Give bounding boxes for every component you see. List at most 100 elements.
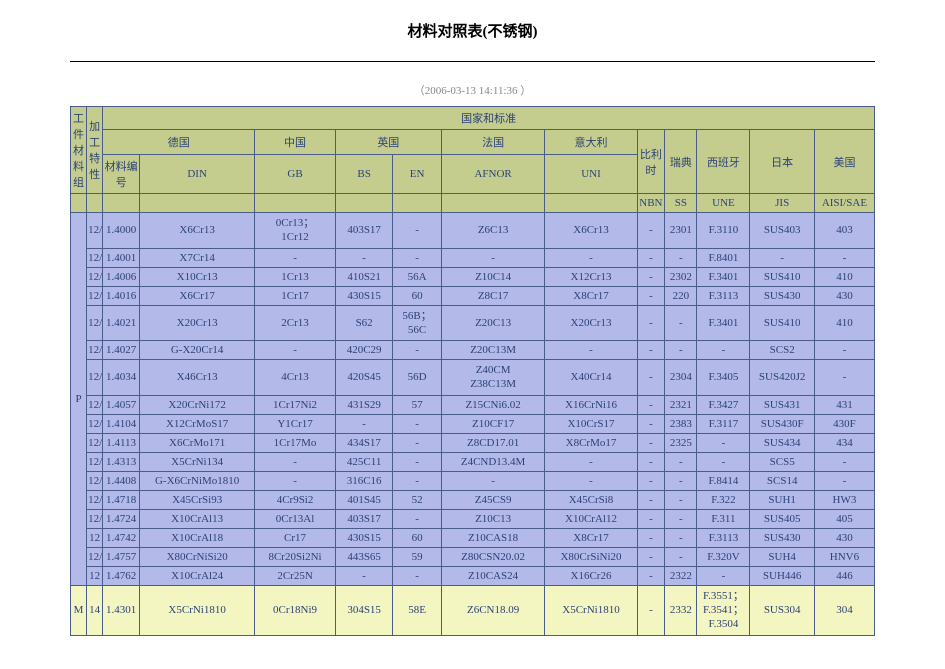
cell-nbn: -	[637, 213, 665, 249]
cell-uni: X8Cr17	[545, 528, 637, 547]
cell-uni: X8Cr17	[545, 286, 637, 305]
cell-code: 1.4313	[103, 452, 140, 471]
cell-afnor: Z20C13M	[441, 341, 545, 360]
cell-gb: 4Cr13	[255, 360, 336, 396]
header-une: UNE	[697, 194, 750, 213]
cell-afnor: Z80CSN20.02	[441, 547, 545, 566]
cell-din: X10CrAl13	[140, 509, 255, 528]
cell-en: 56B；56C	[393, 305, 441, 341]
cell-gb: 4Cr9Si2	[255, 490, 336, 509]
cell-ss: 2332	[665, 585, 697, 635]
cell-bs: -	[335, 566, 393, 585]
cell-din: X20CrNi172	[140, 395, 255, 414]
cell-gb: Cr17	[255, 528, 336, 547]
page-title: 材料对照表(不锈钢)	[0, 20, 945, 41]
cell-aisi: 431	[814, 395, 874, 414]
cell-jis: SCS14	[750, 471, 814, 490]
cell-proc: 12/13	[87, 547, 103, 566]
cell-une: F.3551；F.3541；F.3504	[697, 585, 750, 635]
cell-proc: 12/13	[87, 341, 103, 360]
cell-une: F.3401	[697, 267, 750, 286]
header-matno: 材料编号	[103, 155, 140, 194]
cell-din: X20Cr13	[140, 305, 255, 341]
cell-ss: 2301	[665, 213, 697, 249]
cell-jis: -	[750, 248, 814, 267]
cell-jis: SUS420J2	[750, 360, 814, 396]
cell-proc: 12/13	[87, 267, 103, 286]
cell-code: 1.4113	[103, 433, 140, 452]
material-table: 工件材料组 加工特性 国家和标准 德国 中国 英国 法国 意大利 比利时 瑞典 …	[70, 106, 875, 636]
header-din: DIN	[140, 155, 255, 194]
material-table-container: 工件材料组 加工特性 国家和标准 德国 中国 英国 法国 意大利 比利时 瑞典 …	[70, 106, 875, 636]
cell-jis: SUS434	[750, 433, 814, 452]
cell-afnor: Z15CNi6.02	[441, 395, 545, 414]
cell-gb: -	[255, 248, 336, 267]
header-spacer	[71, 194, 87, 213]
header-italy: 意大利	[545, 130, 637, 155]
cell-nbn: -	[637, 395, 665, 414]
cell-proc: 12/13	[87, 433, 103, 452]
cell-en: 57	[393, 395, 441, 414]
cell-proc: 12/13	[87, 452, 103, 471]
cell-ss: 2321	[665, 395, 697, 414]
cell-ss: -	[665, 452, 697, 471]
cell-code: 1.4000	[103, 213, 140, 249]
cell-jis: SCS2	[750, 341, 814, 360]
cell-afnor: Z45CS9	[441, 490, 545, 509]
cell-une: F.322	[697, 490, 750, 509]
cell-proc: 12/13	[87, 360, 103, 396]
cell-proc: 12/13	[87, 395, 103, 414]
cell-bs: 443S65	[335, 547, 393, 566]
cell-aisi: 434	[814, 433, 874, 452]
cell-jis: SUS430	[750, 286, 814, 305]
cell-uni: -	[545, 341, 637, 360]
cell-aisi: 410	[814, 305, 874, 341]
cell-ss: 220	[665, 286, 697, 305]
cell-gb: 8Cr20Si2Ni	[255, 547, 336, 566]
cell-uni: X16Cr26	[545, 566, 637, 585]
cell-en: 56D	[393, 360, 441, 396]
cell-code: 1.4757	[103, 547, 140, 566]
table-body: P12/131.4000X6Cr130Cr13；1Cr12403S17-Z6C1…	[71, 213, 875, 636]
cell-code: 1.4762	[103, 566, 140, 585]
cell-aisi: 446	[814, 566, 874, 585]
cell-en: -	[393, 452, 441, 471]
cell-afnor: Z8CD17.01	[441, 433, 545, 452]
cell-din: G-X6CrNiMo1810	[140, 471, 255, 490]
cell-gb: 0Cr13Al	[255, 509, 336, 528]
cell-ss: 2304	[665, 360, 697, 396]
cell-uni: X45CrSi8	[545, 490, 637, 509]
cell-din: X10CrAl18	[140, 528, 255, 547]
cell-din: X6Cr17	[140, 286, 255, 305]
cell-ss: -	[665, 490, 697, 509]
cell-uni: -	[545, 471, 637, 490]
cell-proc: 12/13	[87, 305, 103, 341]
cell-ss: -	[665, 471, 697, 490]
cell-ss: -	[665, 305, 697, 341]
cell-uni: X6Cr13	[545, 213, 637, 249]
cell-uni: X80CrSiNi20	[545, 547, 637, 566]
header-aisi: AISI/SAE	[814, 194, 874, 213]
cell-jis: SUS403	[750, 213, 814, 249]
cell-afnor: Z8C17	[441, 286, 545, 305]
cell-code: 1.4034	[103, 360, 140, 396]
cell-ss: -	[665, 528, 697, 547]
cell-bs: 434S17	[335, 433, 393, 452]
cell-jis: SUS430	[750, 528, 814, 547]
cell-aisi: 430	[814, 528, 874, 547]
header-spacer	[393, 194, 441, 213]
cell-nbn: -	[637, 509, 665, 528]
cell-afnor: -	[441, 471, 545, 490]
cell-en: 58E	[393, 585, 441, 635]
cell-aisi: -	[814, 471, 874, 490]
header-china: 中国	[255, 130, 336, 155]
cell-ss: -	[665, 341, 697, 360]
cell-bs: 403S17	[335, 509, 393, 528]
cell-jis: SUS405	[750, 509, 814, 528]
cell-afnor: Z10CAS18	[441, 528, 545, 547]
cell-proc: 12/13	[87, 213, 103, 249]
cell-une: F.3113	[697, 286, 750, 305]
cell-proc: 12	[87, 528, 103, 547]
cell-bs: 430S15	[335, 528, 393, 547]
cell-din: X7Cr14	[140, 248, 255, 267]
